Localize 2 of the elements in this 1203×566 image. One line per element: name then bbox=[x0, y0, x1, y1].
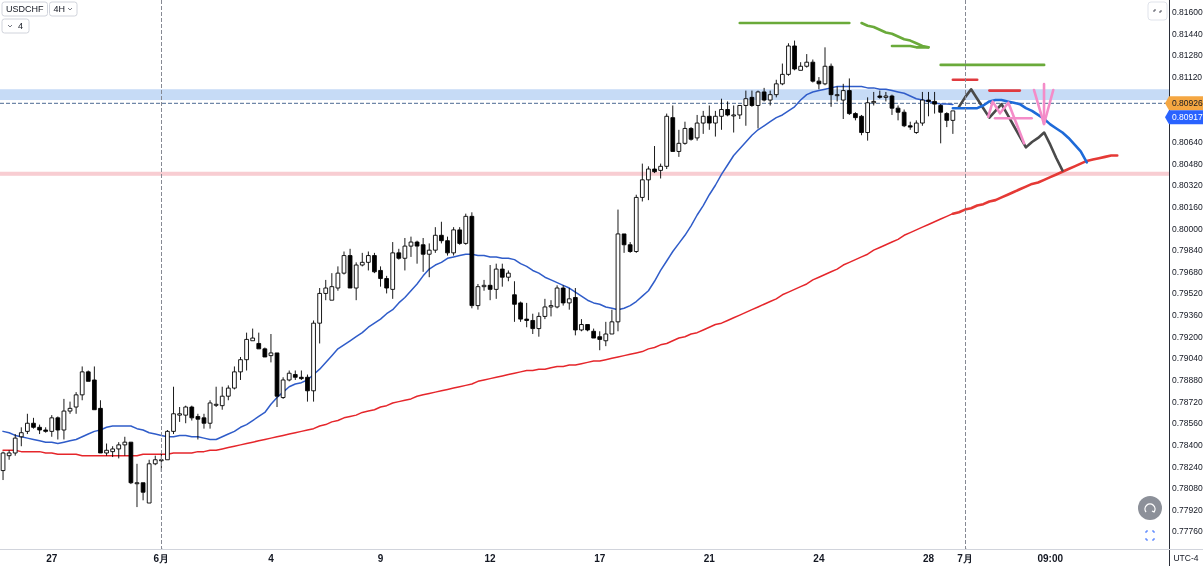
subtitle: 4H bbox=[53, 4, 65, 14]
title: USDCHF bbox=[6, 4, 44, 14]
